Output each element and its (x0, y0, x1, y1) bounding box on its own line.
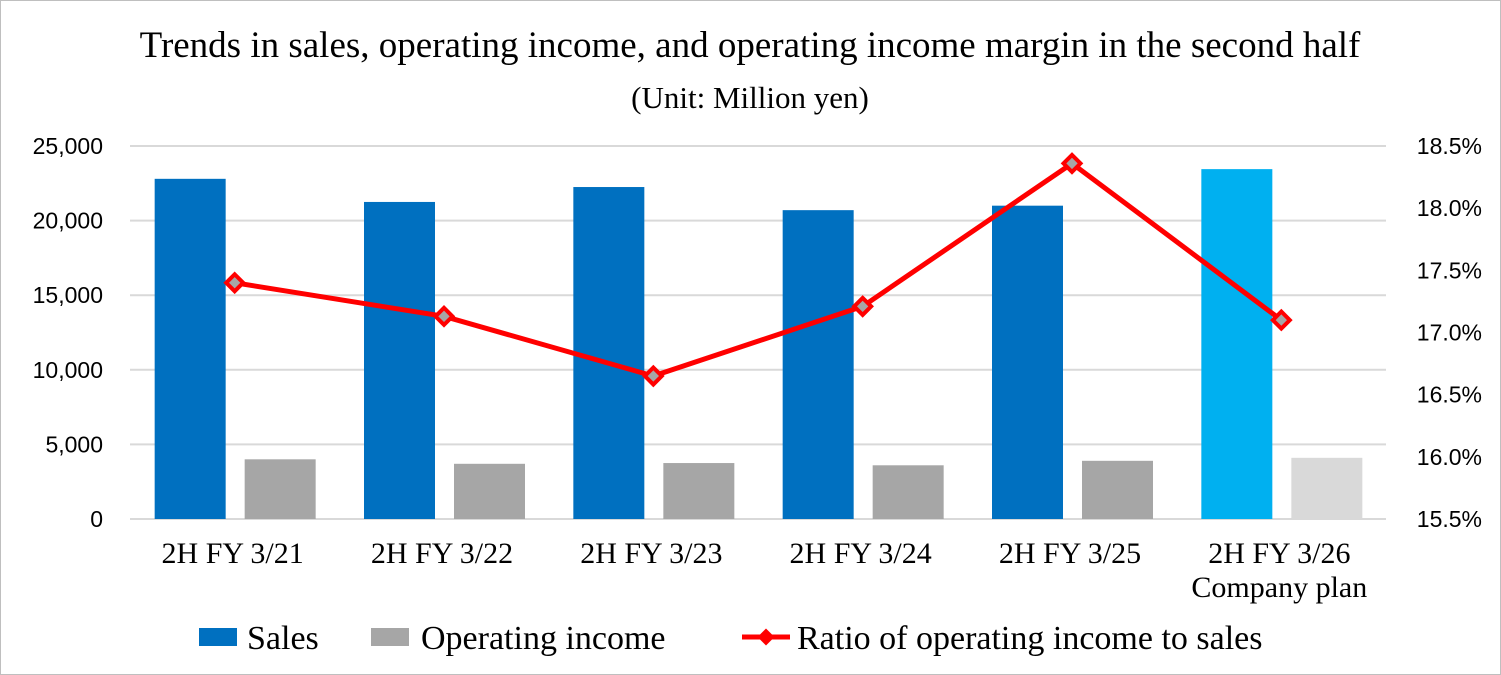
x-tick-label: 2H FY 3/22 (371, 537, 513, 570)
sales-bar (782, 210, 854, 519)
sales-bar (1201, 169, 1273, 519)
operating-income-bar (1082, 460, 1153, 519)
operating-income-bar (244, 459, 316, 519)
y-left-tick-label: 0 (90, 506, 103, 532)
ratio-marker (1060, 152, 1084, 175)
y-right-tick-label: 18.5% (1417, 133, 1482, 159)
operating-income-bar (872, 465, 944, 519)
ratio-marker (432, 305, 456, 328)
legend-sales-label: Sales (247, 620, 319, 657)
chart-subtitle: (Unit: Million yen) (631, 80, 869, 115)
operating-income-bar (454, 463, 525, 519)
x-tick-label: 2H FY 3/24 (790, 537, 932, 570)
y-left-tick-label: 25,000 (33, 133, 103, 159)
ratio-line (234, 160, 1283, 379)
x-tick-label: 2H FY 3/26 (1208, 537, 1350, 570)
operating-income-bar (1291, 457, 1363, 519)
y-right-tick-label: 17.0% (1417, 320, 1482, 346)
ratio-marker (223, 271, 246, 295)
x-tick-label: Company plan (1191, 571, 1367, 604)
y-right-tick-label: 17.5% (1417, 257, 1482, 283)
y-left-tick-label: 10,000 (33, 357, 103, 383)
ratio-marker (642, 364, 665, 388)
y-right-tick-label: 18.0% (1417, 195, 1482, 221)
legend-operating-income-label: Operating income (421, 620, 666, 657)
legend-sales-swatch (199, 628, 237, 646)
operating-income-bar (663, 463, 735, 519)
x-tick-label: 2H FY 3/25 (999, 537, 1141, 570)
x-tick-label: 2H FY 3/21 (162, 537, 304, 570)
y-right-tick-label: 15.5% (1417, 506, 1482, 532)
sales-bar (364, 201, 435, 519)
y-right-tick-label: 16.0% (1417, 444, 1482, 470)
sales-bar (154, 178, 226, 519)
y-right-tick-label: 16.5% (1417, 382, 1482, 408)
legend-operating-income-swatch (371, 628, 409, 646)
ratio-marker (851, 295, 874, 318)
x-tick-label: 2H FY 3/23 (580, 537, 722, 570)
y-left-tick-label: 20,000 (33, 208, 103, 234)
sales-bar (573, 187, 645, 519)
legend-ratio-label: Ratio of operating income to sales (797, 620, 1263, 657)
y-left-tick-label: 5,000 (45, 431, 103, 457)
chart-title: Trends in sales, operating income, and o… (140, 25, 1361, 66)
ratio-marker (1270, 308, 1293, 332)
y-left-tick-label: 15,000 (33, 282, 103, 308)
legend-ratio-marker (757, 628, 775, 646)
sales-bar (992, 205, 1063, 519)
